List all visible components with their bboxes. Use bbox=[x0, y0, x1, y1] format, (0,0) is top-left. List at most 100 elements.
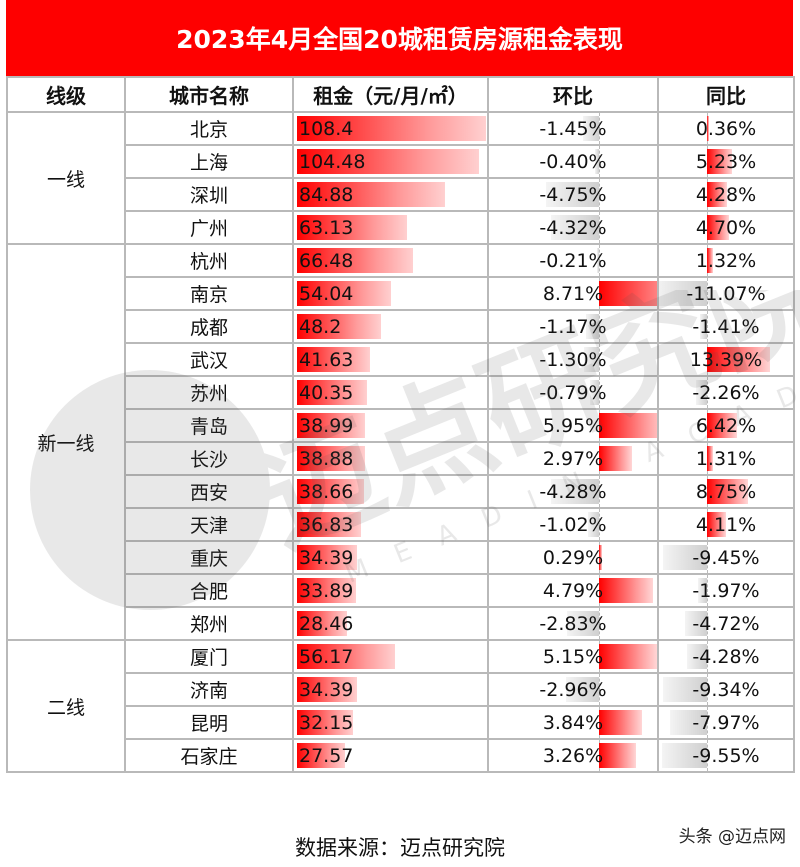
city-name: 成都 bbox=[124, 309, 294, 344]
yoy-value: 4.28% bbox=[695, 183, 757, 206]
header-city: 城市名称 bbox=[124, 76, 294, 113]
rent-cell: 40.35 bbox=[292, 375, 489, 410]
tier-label: 一线 bbox=[6, 111, 126, 245]
yoy-positive-bar bbox=[707, 116, 709, 141]
mom-value: -1.45% bbox=[539, 117, 607, 140]
city-name: 厦门 bbox=[124, 639, 294, 674]
yoy-positive-bar bbox=[707, 413, 738, 438]
table-row: 天津 36.83 -1.02% 4.11% bbox=[7, 507, 795, 542]
yoy-cell: 5.23% bbox=[657, 144, 795, 179]
mom-value: -2.96% bbox=[539, 678, 607, 701]
mom-cell: 0.29% bbox=[487, 540, 659, 575]
table-row: 长沙 38.88 2.97% 1.31% bbox=[7, 441, 795, 476]
mom-cell: -2.96% bbox=[487, 672, 659, 707]
rent-value: 56.17 bbox=[299, 645, 354, 668]
mom-cell: -1.17% bbox=[487, 309, 659, 344]
mom-cell: 5.95% bbox=[487, 408, 659, 443]
rent-value: 40.35 bbox=[299, 381, 354, 404]
yoy-value: -1.41% bbox=[692, 315, 760, 338]
mom-cell: 5.15% bbox=[487, 639, 659, 674]
mom-value: -0.21% bbox=[539, 249, 607, 272]
mom-value: -1.17% bbox=[539, 315, 607, 338]
table-row: 合肥 33.89 4.79% -1.97% bbox=[7, 573, 795, 608]
table-row: 济南 34.39 -2.96% -9.34% bbox=[7, 672, 795, 707]
yoy-value: -4.28% bbox=[692, 645, 760, 668]
yoy-value: -9.34% bbox=[692, 678, 760, 701]
yoy-negative-bar bbox=[686, 644, 707, 669]
rent-cell: 38.66 bbox=[292, 474, 489, 509]
mom-positive-bar bbox=[599, 446, 633, 471]
rent-value: 38.88 bbox=[299, 447, 354, 470]
rent-cell: 84.88 bbox=[292, 177, 489, 212]
rent-cell: 38.99 bbox=[292, 408, 489, 443]
mom-negative-bar bbox=[550, 215, 599, 240]
yoy-cell: 4.70% bbox=[657, 210, 795, 245]
city-name: 南京 bbox=[124, 276, 294, 311]
city-name: 北京 bbox=[124, 111, 294, 146]
yoy-positive-bar bbox=[707, 248, 714, 273]
rent-cell: 32.15 bbox=[292, 705, 489, 740]
rent-value: 108.4 bbox=[299, 117, 354, 140]
header-row: 线级 城市名称 租金（元/月/㎡） 环比 同比 bbox=[6, 76, 795, 113]
table-row: 石家庄 27.57 3.26% -9.55% bbox=[7, 738, 795, 773]
table-row: 南京 54.04 8.71% -11.07% bbox=[7, 276, 795, 311]
data-source: 数据来源：迈点研究院 bbox=[295, 836, 505, 860]
table-row: 青岛 38.99 5.95% 6.42% bbox=[7, 408, 795, 443]
mom-cell: -0.21% bbox=[487, 243, 659, 278]
rent-cell: 48.2 bbox=[292, 309, 489, 344]
rent-value: 54.04 bbox=[299, 282, 354, 305]
mom-value: -0.79% bbox=[539, 381, 607, 404]
table-row: 二线 厦门 56.17 5.15% -4.28% bbox=[6, 639, 795, 773]
mom-value: 8.71% bbox=[542, 282, 604, 305]
header-rent: 租金（元/月/㎡） bbox=[292, 76, 489, 113]
yoy-negative-bar bbox=[696, 380, 707, 405]
mom-cell: 2.97% bbox=[487, 441, 659, 476]
rent-bar bbox=[297, 380, 368, 405]
mom-value: -0.40% bbox=[539, 150, 607, 173]
mom-value: 5.15% bbox=[542, 645, 604, 668]
rent-value: 27.57 bbox=[299, 744, 354, 767]
rent-value: 66.48 bbox=[299, 249, 354, 272]
mom-cell: -4.75% bbox=[487, 177, 659, 212]
yoy-value: 0.36% bbox=[695, 117, 757, 140]
yoy-positive-bar bbox=[707, 149, 732, 174]
rent-bar bbox=[297, 644, 395, 669]
city-name: 西安 bbox=[124, 474, 294, 509]
rent-bar bbox=[297, 578, 357, 603]
rent-value: 41.63 bbox=[299, 348, 354, 371]
yoy-cell: -9.55% bbox=[657, 738, 795, 773]
mom-value: -1.02% bbox=[539, 513, 607, 536]
yoy-cell: -4.28% bbox=[657, 639, 795, 674]
yoy-positive-bar bbox=[707, 182, 728, 207]
mom-cell: -4.32% bbox=[487, 210, 659, 245]
city-name: 郑州 bbox=[124, 606, 294, 641]
mom-negative-bar bbox=[582, 116, 599, 141]
mom-cell: -1.30% bbox=[487, 342, 659, 377]
mom-value: -1.30% bbox=[539, 348, 607, 371]
tier-label: 新一线 bbox=[6, 243, 126, 641]
mom-positive-bar bbox=[599, 710, 642, 735]
header-mom: 环比 bbox=[487, 76, 659, 113]
mom-value: 0.29% bbox=[542, 546, 604, 569]
mom-negative-bar bbox=[590, 380, 599, 405]
yoy-cell: 1.31% bbox=[657, 441, 795, 476]
rent-bar bbox=[297, 545, 357, 570]
table-row: 郑州 28.46 -2.83% -4.72% bbox=[7, 606, 795, 641]
rent-value: 33.89 bbox=[299, 579, 354, 602]
mom-cell: 4.79% bbox=[487, 573, 659, 608]
rent-value: 48.2 bbox=[299, 315, 342, 338]
city-name: 青岛 bbox=[124, 408, 294, 443]
table-body: 一线 北京 108.4 -1.45% 0.36% 上海 104.48 -0.40% 5.23% 深… bbox=[6, 111, 795, 773]
yoy-cell: 13.39% bbox=[657, 342, 795, 377]
rent-value: 34.39 bbox=[299, 546, 354, 569]
mom-value: -2.83% bbox=[539, 612, 607, 635]
city-name: 石家庄 bbox=[124, 738, 294, 773]
tier-label: 二线 bbox=[6, 639, 126, 773]
yoy-value: 1.31% bbox=[695, 447, 757, 470]
table-row: 一线 北京 108.4 -1.45% 0.36% bbox=[6, 111, 795, 245]
yoy-cell: 4.28% bbox=[657, 177, 795, 212]
yoy-negative-bar bbox=[700, 314, 707, 339]
yoy-value: 8.75% bbox=[695, 480, 757, 503]
rent-bar bbox=[297, 281, 392, 306]
mom-positive-bar bbox=[599, 281, 656, 306]
